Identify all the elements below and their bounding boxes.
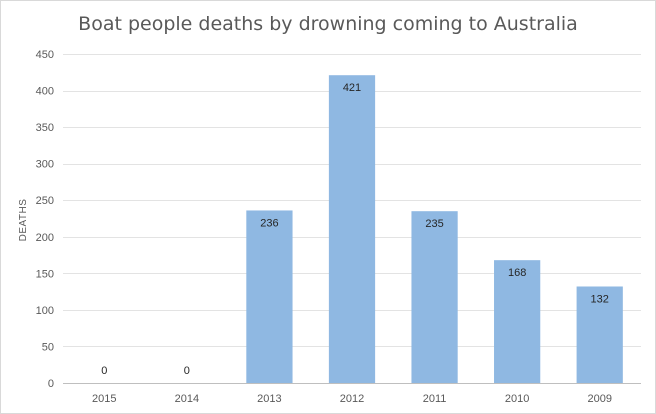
data-label: 421 [343,82,361,94]
y-tick-label: 300 [36,159,54,171]
y-tick-label: 50 [42,341,54,353]
y-tick-label: 350 [36,122,54,134]
y-tick-label: 0 [48,378,54,390]
x-tick-label: 2009 [587,393,611,405]
y-axis-ticks: 0 50 100 150 200 250 300 350 400 450 [36,49,54,390]
x-tick-label: 2010 [505,393,529,405]
data-label: 235 [425,218,443,230]
bar-2010 [494,260,541,383]
y-axis-title: DEATHS [18,199,29,242]
y-tick-label: 400 [36,86,54,98]
y-tick-label: 100 [36,305,54,317]
y-tick-label: 200 [36,232,54,244]
x-axis-ticks: 2015 2014 2013 2012 2011 2010 2009 [92,393,612,405]
bar-2011 [411,211,458,383]
data-label: 132 [591,293,609,305]
x-tick-label: 2012 [340,393,364,405]
y-tick-label: 450 [36,49,54,61]
bar-2009 [576,286,623,383]
y-tick-label: 150 [36,268,54,280]
data-labels: 0 0 236 421 235 168 132 [101,82,609,377]
data-label: 236 [260,217,278,229]
x-tick-label: 2013 [257,393,281,405]
data-label: 0 [101,365,107,377]
x-tick-label: 2014 [175,393,199,405]
data-label: 0 [184,365,190,377]
bar-2013 [246,210,293,383]
bar-2012 [328,75,376,384]
x-tick-label: 2015 [92,393,116,405]
bars [246,75,623,384]
x-tick-label: 2011 [423,393,447,405]
y-tick-label: 250 [36,195,54,207]
chart-title: Boat people deaths by drowning coming to… [78,13,578,35]
data-label: 168 [508,267,526,279]
